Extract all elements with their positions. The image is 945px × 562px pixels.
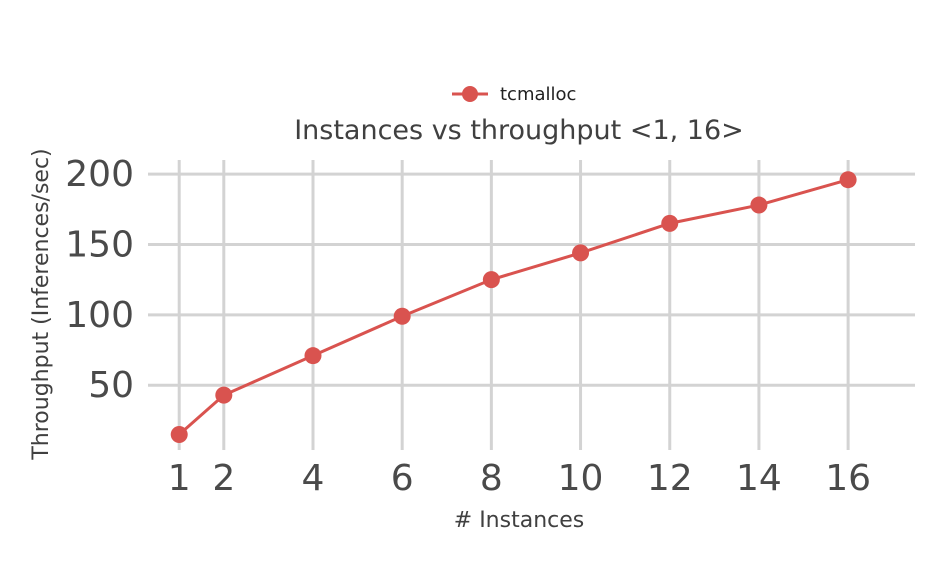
legend-label: tcmalloc xyxy=(500,84,576,105)
data-point xyxy=(482,271,500,289)
legend-marker xyxy=(462,86,478,102)
grid-lines xyxy=(148,160,915,450)
chart-title: Instances vs throughput <1, 16> xyxy=(294,115,744,146)
data-point xyxy=(304,347,322,365)
series-line xyxy=(178,178,849,436)
x-tick-label: 6 xyxy=(391,458,414,499)
x-tick-label: 14 xyxy=(736,458,782,499)
x-axis-label: # Instances xyxy=(454,508,584,533)
x-tick-label: 8 xyxy=(480,458,503,499)
x-tick-label: 12 xyxy=(647,458,693,499)
data-point xyxy=(215,386,233,404)
legend: tcmalloc xyxy=(452,84,576,105)
tick-labels: 1 2 4 6 8 10 12 14 16 50 100 150 200 xyxy=(65,154,871,499)
data-point xyxy=(750,196,768,214)
y-tick-label: 100 xyxy=(65,295,134,336)
y-tick-label: 50 xyxy=(88,365,134,406)
data-point xyxy=(661,214,679,232)
data-point xyxy=(170,426,188,444)
data-point xyxy=(839,171,857,189)
y-axis-label: Throughput (Inferences/sec) xyxy=(29,148,54,460)
series xyxy=(170,171,857,444)
x-tick-label: 4 xyxy=(302,458,325,499)
data-point xyxy=(393,307,411,325)
data-point xyxy=(572,244,590,262)
y-tick-label: 150 xyxy=(65,224,134,265)
x-tick-label: 16 xyxy=(825,458,871,499)
x-tick-label: 2 xyxy=(212,458,235,499)
x-tick-label: 10 xyxy=(558,458,604,499)
y-tick-label: 200 xyxy=(65,154,134,195)
x-tick-label: 1 xyxy=(168,458,191,499)
